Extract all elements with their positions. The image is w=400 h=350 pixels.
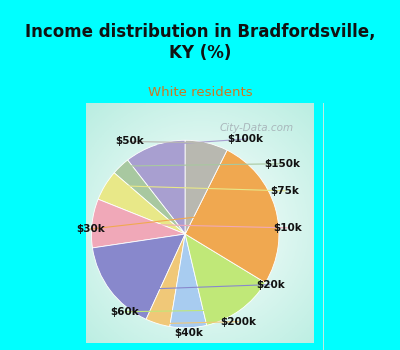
Text: $40k: $40k bbox=[174, 328, 203, 338]
Text: $30k: $30k bbox=[76, 224, 104, 234]
Wedge shape bbox=[185, 234, 265, 325]
Text: City-Data.com: City-Data.com bbox=[220, 123, 294, 133]
Text: $75k: $75k bbox=[271, 186, 300, 196]
Text: $10k: $10k bbox=[273, 223, 302, 233]
Wedge shape bbox=[114, 160, 185, 234]
Text: $50k: $50k bbox=[115, 136, 144, 147]
Wedge shape bbox=[170, 234, 207, 328]
Text: $150k: $150k bbox=[265, 159, 301, 169]
Text: White residents: White residents bbox=[148, 86, 252, 99]
Bar bbox=[314, 103, 323, 350]
Text: $100k: $100k bbox=[228, 134, 264, 144]
Text: Income distribution in Bradfordsville,
KY (%): Income distribution in Bradfordsville, K… bbox=[25, 23, 375, 62]
Text: $60k: $60k bbox=[110, 307, 139, 317]
Wedge shape bbox=[128, 140, 185, 234]
Wedge shape bbox=[146, 234, 185, 327]
Wedge shape bbox=[98, 173, 185, 234]
Bar bbox=[77, 103, 86, 350]
Text: $200k: $200k bbox=[220, 317, 256, 327]
Wedge shape bbox=[185, 140, 227, 234]
Text: $20k: $20k bbox=[256, 280, 285, 289]
Wedge shape bbox=[185, 150, 279, 283]
Wedge shape bbox=[92, 199, 185, 248]
Wedge shape bbox=[92, 234, 185, 319]
Bar bbox=[77, 343, 323, 350]
